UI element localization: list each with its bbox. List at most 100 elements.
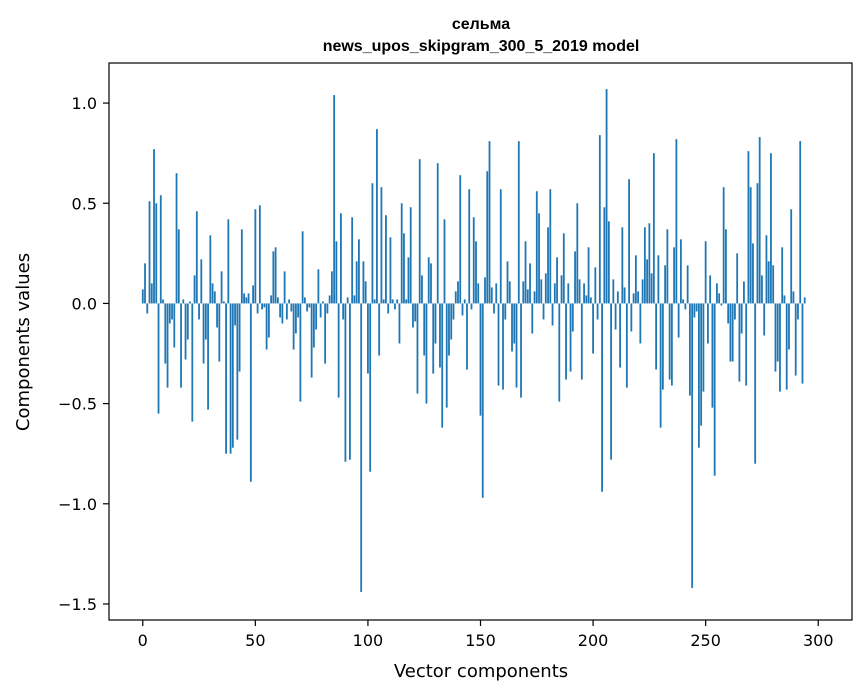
bar-78 — [317, 269, 320, 304]
bar-109 — [387, 303, 390, 314]
bar-39 — [229, 303, 232, 454]
bar-241 — [684, 303, 687, 310]
bar-65 — [288, 299, 291, 304]
bar-68 — [294, 303, 297, 334]
x-tick-label: 100 — [353, 631, 384, 650]
bar-192 — [574, 251, 576, 304]
y-axis-label: Components values — [13, 253, 34, 431]
chart-title: сельма — [452, 16, 510, 33]
bar-156 — [493, 303, 495, 314]
bar-285 — [783, 295, 786, 304]
bar-80 — [321, 301, 324, 304]
bar-31 — [211, 283, 214, 304]
bar-81 — [324, 303, 327, 364]
bar-92 — [349, 303, 351, 460]
bars-group — [141, 89, 806, 592]
bar-72 — [303, 297, 306, 304]
bar-8 — [159, 195, 162, 304]
bar-19 — [184, 303, 187, 360]
bar-158 — [497, 303, 500, 386]
bar-161 — [504, 303, 507, 320]
bar-62 — [281, 303, 284, 324]
bar-243 — [688, 303, 691, 396]
bar-226 — [650, 273, 653, 304]
bar-269 — [747, 151, 750, 304]
bar-105 — [378, 303, 381, 356]
bar-141 — [459, 175, 462, 304]
bar-69 — [297, 303, 300, 318]
bar-173 — [531, 303, 534, 334]
bar-163 — [508, 281, 511, 304]
bar-100 — [367, 303, 369, 374]
bar-144 — [466, 303, 468, 370]
bar-137 — [450, 303, 453, 340]
y-tick-label: −1.5 — [58, 595, 97, 614]
bar-166 — [515, 303, 518, 388]
bar-37 — [225, 303, 227, 454]
bar-85 — [333, 95, 336, 304]
bar-87 — [337, 303, 340, 398]
bar-57 — [270, 295, 273, 304]
bar-48 — [249, 303, 252, 482]
bar-99 — [364, 281, 367, 304]
bar-288 — [790, 209, 793, 304]
bar-188 — [565, 303, 567, 380]
bar-231 — [661, 303, 664, 390]
bar-15 — [175, 173, 178, 304]
bar-251 — [707, 303, 709, 344]
bar-259 — [725, 229, 727, 304]
bar-236 — [673, 247, 676, 304]
bar-98 — [362, 261, 365, 304]
x-axis-ticks: 0 50 100 150 200 250 300 — [138, 620, 834, 650]
bar-165 — [513, 303, 516, 344]
bar-185 — [558, 303, 561, 402]
bar-275 — [761, 275, 763, 304]
bar-116 — [403, 233, 405, 304]
bar-6 — [155, 203, 158, 304]
bar-194 — [578, 279, 581, 304]
bar-293 — [801, 303, 804, 384]
bar-150 — [479, 303, 482, 416]
bar-246 — [695, 303, 698, 312]
y-axis-ticks: −1.5 −1.0 −0.5 0.0 0.5 1.0 — [58, 94, 109, 614]
bar-265 — [738, 303, 741, 382]
bar-56 — [267, 303, 270, 338]
bar-221 — [639, 303, 642, 344]
bar-86 — [335, 241, 338, 304]
bar-290 — [794, 303, 797, 376]
bar-227 — [652, 153, 655, 304]
bar-255 — [716, 283, 718, 304]
bar-26 — [200, 259, 203, 304]
bar-279 — [770, 153, 772, 304]
bar-17 — [180, 303, 182, 388]
bar-264 — [736, 253, 739, 304]
bar-122 — [416, 303, 419, 394]
bar-272 — [754, 303, 757, 464]
bar-276 — [763, 303, 766, 336]
bar-53 — [261, 303, 263, 310]
bar-51 — [256, 303, 259, 314]
x-axis-label: Vector components — [394, 661, 568, 682]
bar-35 — [220, 271, 223, 304]
bar-94 — [353, 295, 356, 304]
bar-55 — [265, 303, 268, 350]
bar-104 — [376, 129, 378, 304]
bar-204 — [601, 303, 603, 492]
bar-237 — [675, 139, 678, 304]
bar-46 — [245, 297, 248, 304]
y-tick-label: −1.0 — [58, 495, 97, 514]
bar-148 — [475, 241, 477, 304]
bar-207 — [607, 221, 610, 304]
bar-143 — [463, 299, 466, 304]
bar-23 — [193, 275, 196, 304]
bar-43 — [238, 303, 241, 372]
bar-277 — [765, 235, 768, 304]
bar-215 — [625, 303, 628, 388]
bar-52 — [258, 205, 261, 304]
bar-205 — [603, 207, 606, 304]
bar-268 — [745, 303, 748, 386]
bar-229 — [657, 255, 660, 304]
bar-30 — [209, 235, 212, 304]
bar-129 — [432, 303, 435, 374]
bar-281 — [774, 303, 777, 372]
